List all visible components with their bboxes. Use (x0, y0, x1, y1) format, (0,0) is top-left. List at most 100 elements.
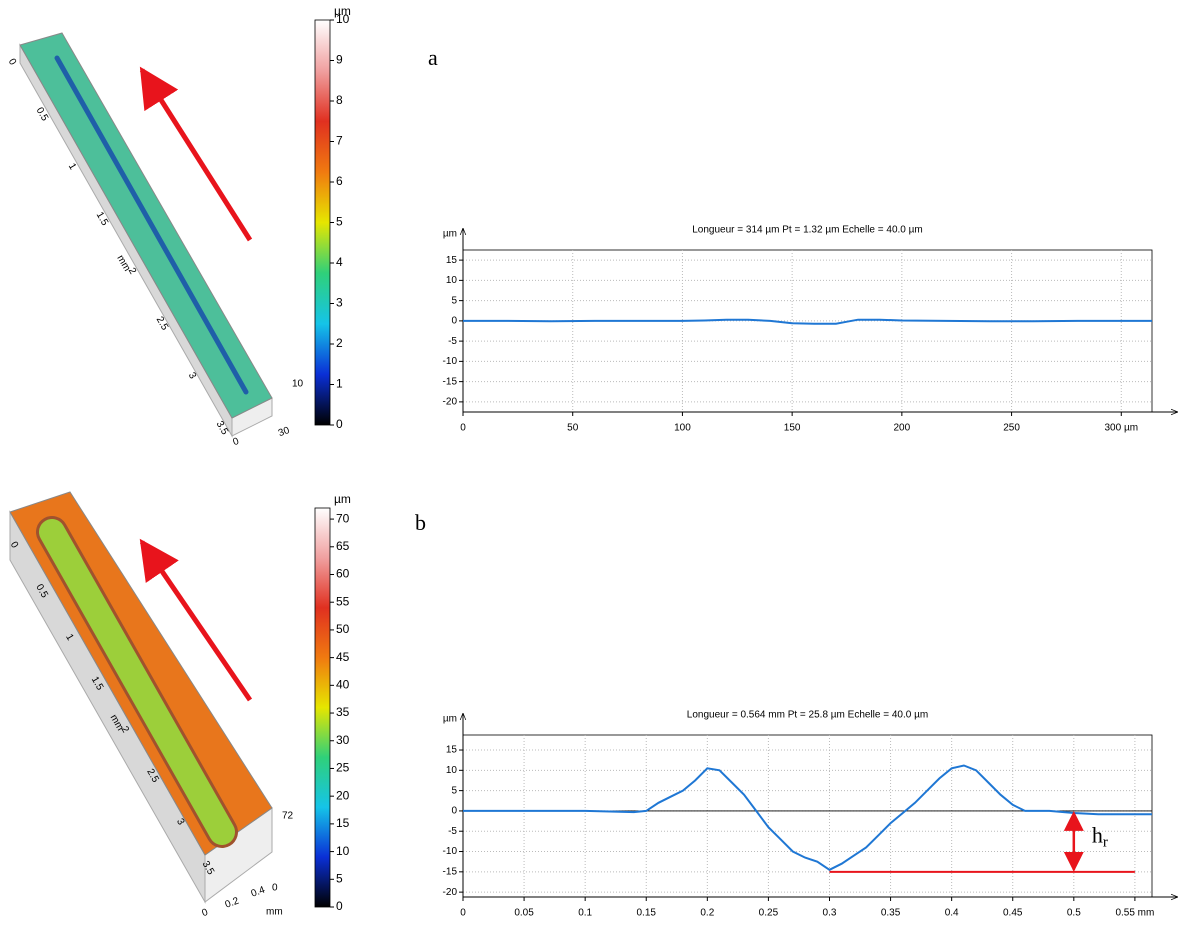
colorbar-tick-label: 4 (336, 255, 343, 269)
colorbar-tick-label: 60 (336, 567, 350, 581)
chart-title: Longueur = 314 µm Pt = 1.32 µm Echelle =… (692, 225, 922, 236)
colorbar-tick-label: 0 (336, 899, 343, 913)
axis-tick-label: 72 (282, 811, 294, 822)
x-tick-label: 0 (460, 908, 466, 919)
axis-tick-label: 0 (201, 907, 210, 919)
colorbar-tick-label: 65 (336, 539, 350, 553)
direction-arrow (139, 538, 253, 702)
y-tick-label: -10 (443, 356, 458, 367)
x-tick-label: 200 (894, 423, 911, 434)
colorbar-tick-label: 25 (336, 761, 350, 775)
profile-line (463, 764, 1152, 871)
x-tick-label: 100 (674, 423, 691, 434)
groove (39, 519, 235, 845)
colorbar (314, 507, 331, 908)
colorbar-tick-label: 15 (336, 816, 350, 830)
colorbar-tick-label: 9 (336, 53, 343, 67)
panel-label: a (428, 45, 438, 70)
axis-tick-label: 2 (119, 724, 132, 735)
axis-tick-label: 1 (63, 632, 76, 643)
colorbar-tick-label: 20 (336, 788, 350, 802)
groove (54, 55, 249, 395)
x-tick-label: 50 (567, 423, 579, 434)
axis-tick-label: 10 (292, 379, 304, 390)
colorbar-tick-label: 6 (336, 174, 343, 188)
x-tick-label: 0.25 (759, 908, 779, 919)
colorbar-tick-label: 7 (336, 134, 343, 148)
x-tick-label: 0.2 (700, 908, 714, 919)
axis-tick-label: 0 (232, 436, 241, 448)
colorbar-tick-label: 1 (336, 377, 343, 391)
chart-title: Longueur = 0.564 mm Pt = 25.8 µm Echelle… (687, 710, 928, 721)
y-tick-label: -15 (443, 376, 458, 387)
x-tick-label: 300 µm (1104, 423, 1138, 434)
y-tick-label: 10 (446, 275, 458, 286)
colorbar-tick-label: 30 (336, 733, 350, 747)
y-axis-label: µm (443, 714, 457, 725)
x-tick-label: 0.45 (1003, 908, 1023, 919)
direction-arrow (139, 66, 253, 242)
colorbar-tick-label: 10 (336, 844, 350, 858)
axis-tick-label: 30 (277, 425, 292, 439)
colorbar-unit: µm (334, 4, 351, 18)
x-tick-label: 0.15 (637, 908, 657, 919)
y-tick-label: 5 (451, 785, 457, 796)
colorbar-tick-label: 45 (336, 650, 350, 664)
y-tick-label: 15 (446, 255, 458, 266)
colorbar-tick-label: 50 (336, 622, 350, 636)
colorbar-tick-label: 5 (336, 871, 343, 885)
y-tick-label: -20 (443, 397, 458, 408)
colorbar-tick-label: 40 (336, 678, 350, 692)
axis-tick-label: 3 (174, 817, 187, 828)
colorbar-tick-label: 10 (336, 12, 350, 26)
height-label: hr (1092, 822, 1108, 850)
axis-tick-label: 0.2 (224, 895, 241, 910)
x-tick-label: 0 (460, 423, 466, 434)
x-tick-label: 250 (1003, 423, 1020, 434)
y-tick-label: 15 (446, 745, 458, 756)
axis-tick-label: 0 (6, 57, 19, 68)
axis-label: mm (266, 907, 283, 918)
y-tick-label: 10 (446, 765, 458, 776)
y-tick-label: -10 (443, 846, 458, 857)
height-label-subscript: r (1103, 835, 1108, 851)
axis-tick-label: 0 (272, 883, 278, 894)
colorbar-tick-label: 0 (336, 417, 343, 431)
y-axis-label: µm (443, 229, 457, 240)
x-tick-label: 0.4 (945, 908, 959, 919)
colorbar-tick-label: 70 (336, 511, 350, 525)
colorbar-tick-label: 2 (336, 336, 343, 350)
y-tick-label: 0 (451, 806, 457, 817)
axis-tick-label: 1 (66, 161, 79, 172)
profile-line (463, 318, 1152, 325)
y-tick-label: -20 (443, 887, 458, 898)
y-tick-label: 0 (451, 316, 457, 327)
sample-side (19, 43, 233, 438)
axis-tick-label: 2 (126, 266, 139, 277)
colorbar-tick-label: 5 (336, 215, 343, 229)
axis-tick-label: 0 (8, 540, 21, 551)
y-tick-label: -15 (443, 866, 458, 877)
x-tick-label: 150 (784, 423, 801, 434)
y-tick-label: -5 (448, 336, 457, 347)
height-label-main: h (1092, 822, 1103, 847)
x-tick-label: 0.05 (514, 908, 534, 919)
colorbar-tick-label: 3 (336, 296, 343, 310)
x-tick-label: 0.1 (578, 908, 592, 919)
x-tick-label: 0.5 (1067, 908, 1081, 919)
x-tick-label: 0.35 (881, 908, 901, 919)
colorbar (314, 19, 331, 426)
colorbar-tick-label: 55 (336, 594, 350, 608)
colorbar-tick-label: 8 (336, 93, 343, 107)
colorbar-unit: µm (334, 492, 351, 506)
x-tick-label: 0.55 mm (1115, 908, 1154, 919)
plot-frame (462, 249, 1153, 413)
y-tick-label: 5 (451, 295, 457, 306)
sample-surface (19, 32, 273, 419)
axis-tick-label: 0.4 (250, 884, 267, 899)
x-tick-label: 0.3 (823, 908, 837, 919)
y-tick-label: -5 (448, 826, 457, 837)
colorbar-tick-label: 35 (336, 705, 350, 719)
